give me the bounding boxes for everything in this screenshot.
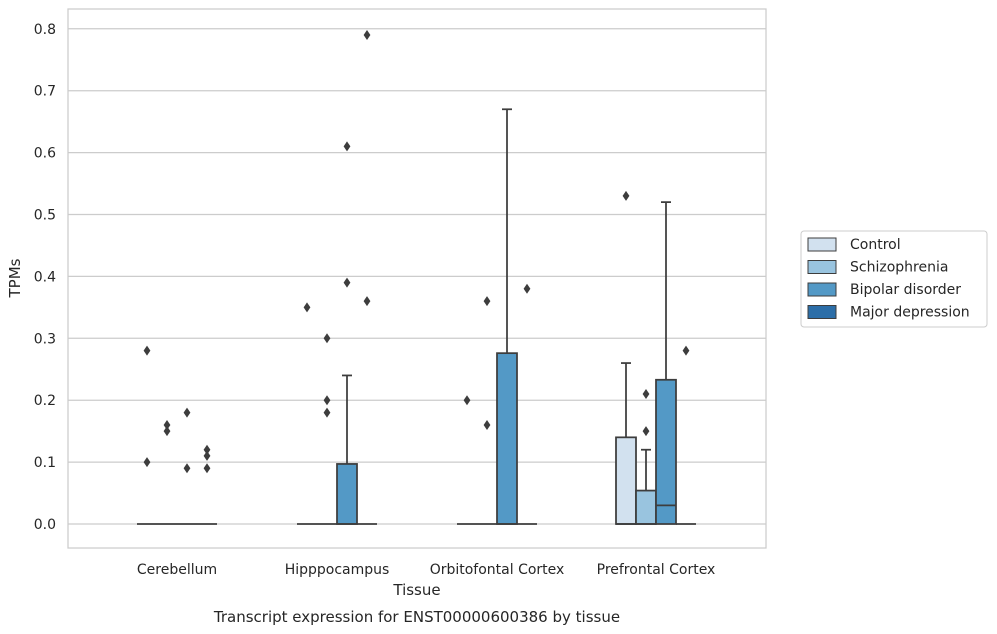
legend-swatch (807, 305, 837, 319)
x-tick-label: Hipppocampus (285, 562, 390, 578)
legend: Control Schizophrenia Bipolar disorder Majo… (800, 230, 988, 328)
outlier-point (642, 426, 650, 437)
x-tick-label: Prefrontal Cortex (597, 562, 716, 578)
box-2-1 (336, 141, 358, 525)
outlier-point (323, 333, 331, 344)
legend-swatch (807, 237, 837, 252)
legend-label: Schizophrenia (850, 260, 948, 276)
x-tick-label: Cerebellum (137, 562, 217, 578)
box-3-3 (676, 345, 696, 525)
outlier-point (143, 457, 151, 468)
x-axis-label: Tissue (392, 581, 440, 599)
outlier-point (483, 419, 491, 430)
box-2-0 (177, 407, 197, 525)
box-0-2 (457, 395, 477, 525)
outlier-point (343, 277, 351, 288)
outlier-point (303, 302, 311, 313)
box-body (336, 463, 358, 525)
outlier-point (642, 389, 650, 400)
outlier-point (203, 463, 211, 474)
outlier-point (183, 407, 191, 418)
box-0-0 (137, 345, 157, 525)
outlier-point (323, 407, 331, 418)
y-tick-label: 0.2 (34, 393, 56, 409)
outlier-point (163, 426, 171, 437)
box-1-3 (635, 389, 657, 525)
box-3-2 (517, 283, 537, 525)
legend-swatch (807, 260, 837, 274)
outlier-point (183, 463, 191, 474)
outlier-point (622, 190, 630, 201)
y-tick-label: 0.6 (34, 146, 56, 162)
y-tick-label: 0.5 (34, 208, 56, 224)
y-ticks: 0.0 0.1 0.2 0.3 0.4 0.5 0.6 0.7 0.8 (34, 22, 56, 533)
legend-label: Major depression (850, 305, 970, 321)
gridlines (68, 28, 766, 525)
box-body (655, 378, 677, 525)
box-1-1 (317, 333, 337, 525)
y-tick-label: 0.8 (34, 22, 56, 38)
outlier-point (483, 296, 491, 307)
outlier-point (343, 141, 351, 152)
x-tick-label: Orbitofontal Cortex (430, 562, 565, 578)
y-axis-label: TPMs (6, 258, 24, 298)
legend-swatch (807, 282, 837, 297)
box-0-3 (615, 190, 637, 525)
y-tick-label: 0.4 (34, 269, 56, 285)
chart-caption: Transcript expression for ENST0000060038… (213, 608, 620, 626)
outlier-point (363, 29, 371, 40)
outlier-point (682, 345, 690, 356)
outlier-point (143, 345, 151, 356)
outlier-point (163, 419, 171, 430)
box-3-0 (197, 444, 217, 525)
box-1-2 (477, 296, 497, 525)
legend-label: Bipolar disorder (850, 282, 961, 298)
y-tick-label: 0.1 (34, 455, 56, 471)
plot-frame (67, 8, 767, 549)
box-2-3 (655, 201, 677, 525)
legend-label: Control (850, 237, 901, 253)
box-0-1 (297, 302, 317, 525)
outlier-point (363, 296, 371, 307)
box-body (635, 489, 657, 525)
y-tick-label: 0.7 (34, 84, 56, 100)
box-body (615, 436, 637, 525)
outlier-point (523, 283, 531, 294)
y-tick-label: 0.0 (34, 517, 56, 533)
box-body (496, 352, 518, 525)
box-2-2 (496, 108, 518, 525)
boxes (137, 29, 696, 525)
box-3-1 (357, 29, 377, 525)
outlier-point (203, 450, 211, 461)
y-tick-label: 0.3 (34, 331, 56, 347)
outlier-point (323, 395, 331, 406)
outlier-point (203, 444, 211, 455)
outlier-point (463, 395, 471, 406)
box-1-0 (157, 419, 177, 525)
x-ticks: Cerebellum Hipppocampus Orbitofontal Corte… (137, 562, 715, 578)
legend-frame (800, 230, 988, 328)
